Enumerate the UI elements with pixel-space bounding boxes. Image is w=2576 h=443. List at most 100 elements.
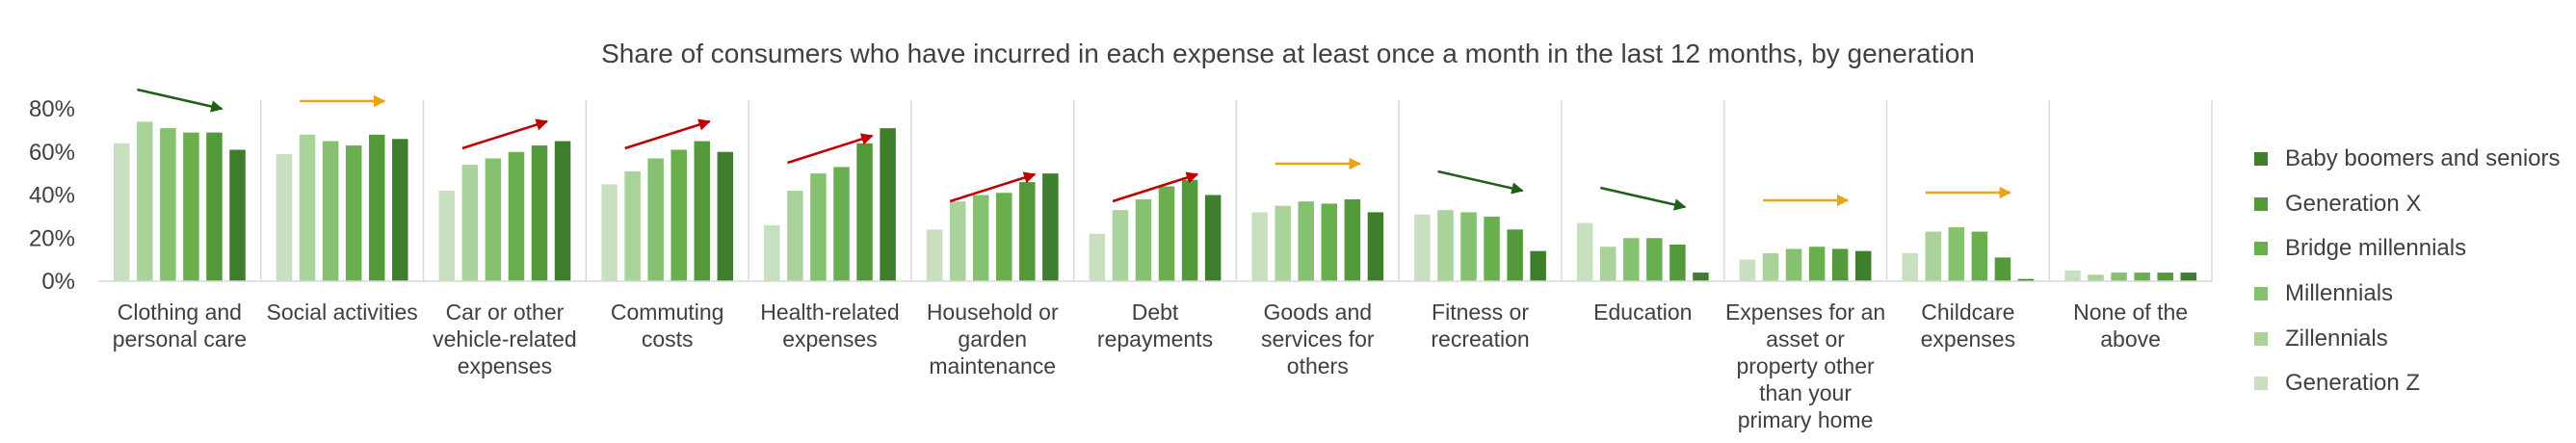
x-tick-label-line: services for [1261,326,1375,352]
bar [1321,203,1338,281]
trend-arrow [461,118,549,150]
bar [2134,273,2150,281]
bar [1089,233,1106,281]
bar [880,128,896,281]
bar [508,151,525,281]
legend-item: Bridge millennials [2254,226,2561,272]
bar [160,128,176,281]
x-tick-label: Education [1593,300,1692,325]
bar [1204,195,1222,281]
bar [1831,248,1849,281]
bar [2088,274,2104,281]
legend-item: Generation X [2254,182,2561,227]
bar [1042,173,1059,281]
bar [485,158,502,281]
y-tick-label: 60% [29,140,75,166]
bar [624,170,641,281]
y-tick-label: 0% [41,269,75,295]
x-tick-label-line: others [1287,353,1349,378]
legend-swatch [2254,331,2268,346]
x-tick-label-line: Education [1593,300,1692,325]
x-tick-label-line: maintenance [929,353,1056,378]
bar [183,132,199,281]
bar [972,195,989,281]
x-tick-label-line: personal care [113,326,247,352]
bar [1507,229,1523,281]
bar [229,149,246,281]
y-tick-label: 80% [29,96,75,122]
bar [114,143,130,281]
bar [1251,212,1268,281]
bar [1669,244,1686,281]
x-tick-label-line: property other [1736,353,1875,378]
x-tick-label: Clothing and personal care [113,300,247,352]
bar [392,139,408,281]
trend-arrow [137,88,223,113]
bar [2111,273,2127,281]
x-tick-label-line: Goods and [1264,300,1373,325]
bar [2180,273,2196,281]
x-tick-label: Car or other vehicle-related expenses [433,300,577,378]
bar [1902,252,1918,281]
x-tick-label: Childcare expenses [1921,300,2015,352]
bar [461,165,479,281]
bar [810,173,827,281]
bar [764,224,780,281]
bar [1948,227,1965,281]
x-tick-label-line: above [2100,326,2161,352]
bar [1693,273,1709,281]
trend-arrow [1112,171,1199,203]
bar [1460,212,1477,281]
y-axis: 0% 20% 40% 60% 80% [29,96,75,295]
bar [1414,214,1431,281]
trend-arrows [137,88,2012,211]
bar [2157,273,2173,281]
x-tick-label-line: None of the [2073,300,2188,325]
legend-label: Generation Z [2285,370,2421,397]
legend-label: Zillennials [2285,325,2388,352]
bar [1437,210,1454,281]
category-separators [260,100,2213,281]
bar [531,145,548,281]
legend-label: Baby boomers and seniors [2285,145,2561,172]
trend-arrow [787,133,874,165]
legend-swatch [2254,196,2268,211]
y-tick-label: 20% [29,225,75,251]
bar [1785,248,1802,281]
x-tick-label: None of the above [2073,300,2188,352]
x-tick-label-line: Expenses for an [1725,300,1885,325]
bar [1530,250,1546,281]
bar [322,141,339,281]
bar [949,201,966,281]
bar [276,153,293,281]
x-tick-label-line: vehicle-related [433,326,577,352]
legend-item: Baby boomers and seniors [2254,137,2561,182]
bar [1576,222,1593,281]
x-tick-label-line: Social activities [267,300,418,325]
legend-label: Bridge millennials [2285,235,2467,262]
bar [787,191,803,281]
bar [137,121,153,281]
x-tick-label: Commuting costs [611,300,724,352]
bar [2064,270,2081,281]
bar [670,149,687,281]
x-axis-labels: Clothing and personal care Social activiti… [113,300,2188,432]
x-tick-label-line: expenses [458,353,552,378]
bar [368,134,385,281]
bar [1925,231,1942,281]
legend-item: Millennials [2254,272,2561,317]
bar [1971,231,1988,281]
trend-arrow [624,118,711,150]
legend-label: Millennials [2285,280,2394,307]
bar [1344,198,1361,281]
x-tick-label-line: Childcare [1921,300,2014,325]
x-tick-label-line: recreation [1431,326,1529,352]
x-tick-label: Expenses for an asset or property other tha… [1725,300,1885,432]
bar [2017,278,2035,281]
x-tick-label: Health-related expenses [760,300,899,352]
legend-item: Zillennials [2254,316,2561,361]
legend-swatch [2254,242,2268,256]
legend-swatch [2254,287,2268,301]
bar [1599,247,1617,281]
